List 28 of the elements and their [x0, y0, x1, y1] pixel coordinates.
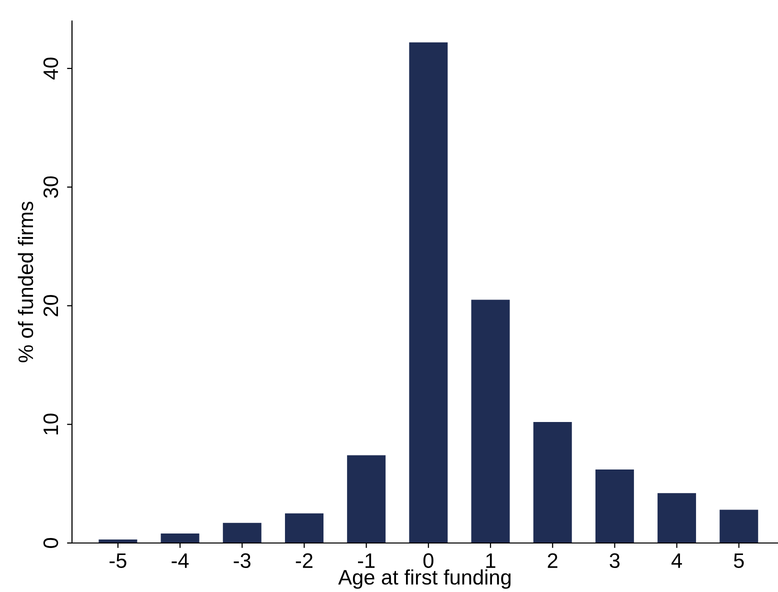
x-tick-label: -5: [110, 553, 126, 568]
bar: [720, 510, 758, 543]
x-tick-label: 1: [486, 553, 496, 568]
x-tick-label: -1: [358, 553, 375, 568]
x-tick-label: 2: [548, 553, 558, 568]
y-tick-label: 0: [43, 538, 58, 548]
x-tick-label: 0: [423, 553, 434, 568]
x-axis-title: Age at first funding: [338, 569, 511, 589]
bar: [347, 455, 386, 543]
x-tick-label: -4: [172, 553, 189, 568]
x-tick-label: 3: [610, 553, 620, 568]
x-tick-label: 4: [671, 553, 682, 568]
bar: [160, 534, 200, 543]
bar: [658, 493, 696, 543]
bar: [284, 513, 324, 543]
bar: [595, 469, 634, 543]
bar: [533, 422, 572, 543]
bar: [471, 300, 510, 543]
bar: [222, 522, 262, 543]
y-tick-label: 40: [43, 58, 58, 80]
y-tick-label: 30: [43, 176, 58, 198]
x-tick-label: 5: [734, 553, 744, 568]
y-tick-label: 20: [43, 294, 58, 316]
x-tick-label: -3: [234, 553, 250, 568]
x-tick-label: -2: [296, 553, 312, 568]
y-tick-label: 10: [43, 414, 58, 434]
bar: [409, 42, 448, 543]
y-axis-title: % of funded firms: [18, 202, 34, 362]
